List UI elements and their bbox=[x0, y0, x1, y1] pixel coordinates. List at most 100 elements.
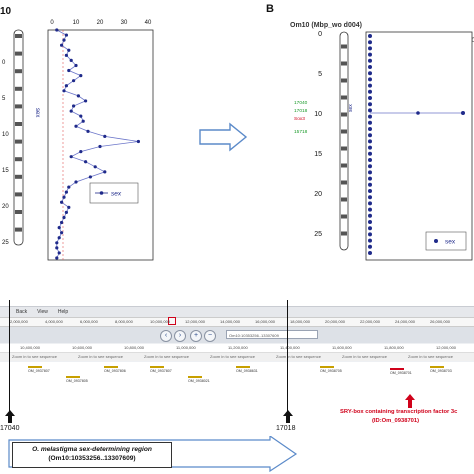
menu-help[interactable]: Help bbox=[57, 309, 69, 315]
data-point-a bbox=[62, 215, 66, 220]
data-point-a bbox=[62, 89, 66, 93]
zoom-in-icon[interactable]: + bbox=[190, 330, 202, 342]
legend-marker-b bbox=[434, 239, 438, 243]
ideogram-band-b bbox=[341, 95, 347, 100]
data-point-b bbox=[368, 102, 372, 107]
zoom-out-icon[interactable]: − bbox=[204, 330, 216, 342]
gene-feature[interactable]: OM_0938021 bbox=[188, 376, 210, 383]
x-tick-label-a: 0 bbox=[50, 20, 54, 26]
menu-bar: Back View Help bbox=[0, 307, 474, 317]
gene-label: OM_0937807 bbox=[150, 369, 172, 373]
chromosome-ideogram-b bbox=[339, 31, 349, 251]
gene-feature[interactable]: OM_0938631 bbox=[236, 366, 258, 373]
ideogram-band bbox=[15, 139, 22, 144]
gene-glyph bbox=[28, 366, 42, 368]
y-tick-label-a: 0 bbox=[2, 60, 6, 66]
y-tick-label-a: 5 bbox=[2, 96, 6, 102]
x-tick-label-a: 20 bbox=[97, 20, 104, 26]
overview-ruler[interactable]: 2,000,000 4,000,000 6,000,000 8,000,000 10,0… bbox=[0, 317, 474, 327]
scale-tick-label: 11,200,000 bbox=[228, 345, 248, 350]
panel-a: 10 sex 0 5 10 15 20 25 0 10 20 30 40 sex bbox=[0, 6, 154, 261]
ruler-tick-label: 20,000,000 bbox=[325, 319, 346, 324]
view-highlight-box[interactable] bbox=[168, 317, 176, 325]
marker-label-15718: 15718 bbox=[294, 129, 308, 135]
menu-view[interactable]: View bbox=[37, 309, 48, 315]
data-point-a bbox=[76, 94, 80, 98]
legend-label-a: sex bbox=[111, 191, 122, 198]
data-point-b bbox=[368, 244, 372, 249]
data-point-a bbox=[55, 246, 59, 250]
data-point-b bbox=[368, 151, 372, 156]
data-point-b bbox=[368, 114, 372, 119]
data-point-b bbox=[368, 34, 372, 38]
data-point-a bbox=[69, 58, 73, 63]
data-point-b bbox=[368, 40, 372, 45]
data-point-a bbox=[55, 256, 59, 260]
panel-b: B Om10 (Mbp_wo d004) 0200400600800 05101… bbox=[266, 3, 474, 261]
ideogram-bands bbox=[15, 34, 22, 232]
ideogram-band-b bbox=[341, 231, 347, 236]
gene-glyph bbox=[236, 366, 250, 368]
location-input[interactable]: Om10:10353256..13307609 bbox=[226, 330, 318, 339]
data-point-a bbox=[74, 124, 78, 128]
y-tick-label-b: 5 bbox=[318, 71, 322, 78]
data-point-a bbox=[136, 139, 140, 144]
data-point-a bbox=[88, 175, 92, 179]
data-point-a bbox=[103, 134, 107, 138]
data-point-a bbox=[74, 63, 78, 68]
data-point-b bbox=[416, 111, 420, 115]
marker-label-17040: 17040 bbox=[294, 100, 308, 106]
zoom-hint: Zoom in to see sequence bbox=[210, 354, 255, 359]
gene-feature[interactable]: OM_0937805 bbox=[66, 376, 88, 383]
marker-17040: 17040 bbox=[0, 425, 20, 432]
data-point-b bbox=[368, 133, 372, 138]
menu-back[interactable]: Back bbox=[16, 309, 28, 315]
ruler-tick-label: 2,000,000 bbox=[10, 319, 28, 324]
gene-feature[interactable]: OM_0937807 bbox=[28, 366, 50, 373]
data-point-a bbox=[57, 236, 61, 240]
region-title: O. melastigma sex-determining region bbox=[32, 446, 152, 453]
data-point-b bbox=[368, 127, 372, 131]
ideogram-band-b bbox=[341, 78, 347, 83]
data-point-a bbox=[103, 170, 107, 174]
ideogram-band bbox=[15, 86, 22, 91]
ruler-tick-label: 14,000,000 bbox=[220, 319, 241, 324]
gene-feature[interactable]: OM_0938701 bbox=[390, 368, 412, 375]
scale-tick-label: 11,400,000 bbox=[280, 345, 300, 350]
pan-left-button[interactable]: ‹ bbox=[160, 330, 172, 342]
scale-tick-label: 10,400,000 bbox=[20, 345, 41, 350]
ruler-tick-label: 26,000,000 bbox=[430, 319, 451, 324]
y-tick-label-b: 10 bbox=[314, 111, 322, 118]
data-point-b bbox=[461, 111, 465, 115]
gene-feature[interactable]: OM_0937807 bbox=[150, 366, 172, 373]
data-point-a bbox=[67, 68, 71, 73]
gene-glyph bbox=[430, 366, 444, 368]
zoom-hint: Zoom in to see sequence bbox=[276, 354, 321, 359]
ideogram-band-b bbox=[341, 112, 347, 117]
gene-feature[interactable]: OM_0938705 bbox=[320, 366, 342, 373]
data-point-a bbox=[79, 150, 83, 154]
x-tick-label-a: 10 bbox=[73, 20, 80, 26]
data-point-a bbox=[64, 210, 68, 214]
marker-line-left bbox=[9, 300, 10, 412]
chrom-label-b: sex bbox=[348, 104, 354, 112]
scale-tick-label: 10,800,000 bbox=[124, 345, 145, 350]
ruler-tick-label: 10,000,000 bbox=[150, 319, 171, 324]
gene-feature[interactable]: OM_0937806 bbox=[104, 366, 126, 373]
gene-feature[interactable]: OM_0938703 bbox=[430, 366, 452, 373]
data-point-b bbox=[368, 201, 372, 206]
ideogram-band-b bbox=[341, 44, 347, 49]
pan-right-button[interactable]: › bbox=[174, 330, 186, 342]
data-point-b bbox=[368, 89, 372, 94]
scale-tick-label: 11,000,000 bbox=[176, 345, 196, 350]
data-point-a bbox=[62, 38, 66, 42]
marker-line-right bbox=[287, 300, 288, 412]
ideogram-band bbox=[15, 51, 22, 56]
data-point-b bbox=[368, 226, 372, 231]
series-points-a bbox=[55, 28, 140, 260]
data-point-a bbox=[67, 185, 71, 189]
plot-frame-a bbox=[47, 29, 154, 261]
ideogram-band bbox=[15, 69, 22, 74]
data-point-b bbox=[368, 164, 372, 169]
data-point-a bbox=[74, 180, 78, 184]
